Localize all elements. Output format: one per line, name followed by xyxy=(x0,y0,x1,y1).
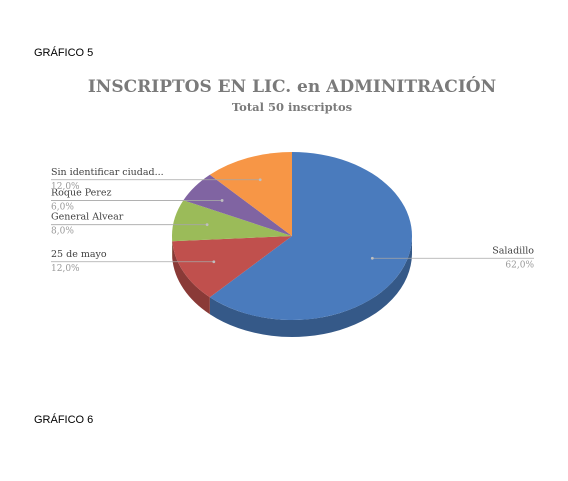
grafico-6-heading: GRÁFICO 6 xyxy=(34,414,94,426)
leader-dot-1 xyxy=(212,260,216,264)
slice-percent-3: 6,0% xyxy=(51,202,74,212)
pie-slice-0 xyxy=(209,152,413,320)
slice-label-4: Sin identificar ciudad... xyxy=(51,167,164,178)
leader-dot-2 xyxy=(205,223,209,227)
slice-percent-0: 62,0% xyxy=(505,260,534,270)
grafico-5-heading: GRÁFICO 5 xyxy=(34,47,94,59)
chart-subtitle: Total 50 inscriptos xyxy=(232,100,352,114)
chart-title: INSCRIPTOS EN LIC. en ADMINITRACIÓN xyxy=(88,76,496,97)
pie-labels: Saladillo 62,0% 25 de mayo 12,0% General Alv… xyxy=(51,167,534,274)
pie-slice-4 xyxy=(209,152,292,236)
pie-side-0 xyxy=(209,236,412,337)
pie-slice-2 xyxy=(171,200,292,242)
leader-dot-4 xyxy=(258,178,262,182)
slice-label-2: General Alvear xyxy=(51,212,124,223)
pie-slice-1 xyxy=(172,236,292,298)
slice-label-1: 25 de mayo xyxy=(51,249,107,260)
slice-label-0: Saladillo xyxy=(492,245,534,256)
leader-dot-0 xyxy=(370,256,374,260)
pie-chart: INSCRIPTOS EN LIC. en ADMINITRACIÓN Tota… xyxy=(51,76,534,337)
slice-percent-2: 8,0% xyxy=(51,227,74,237)
pie-side-1 xyxy=(172,241,210,315)
slice-label-3: Roque Perez xyxy=(51,187,111,198)
slice-percent-4: 12,0% xyxy=(51,182,80,192)
leader-dot-3 xyxy=(220,199,224,202)
pie-slice-3 xyxy=(183,174,292,236)
pie-slices xyxy=(171,152,413,337)
slice-percent-1: 12,0% xyxy=(51,264,80,274)
